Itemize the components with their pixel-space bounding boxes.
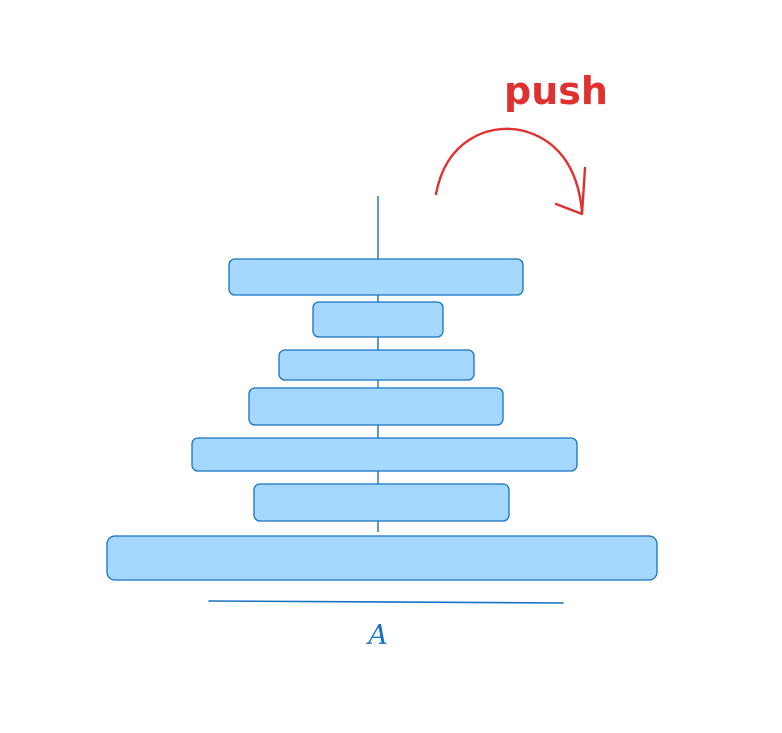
push-label: push — [504, 69, 608, 113]
peg-label: A — [365, 620, 388, 651]
disk-1 — [228, 258, 524, 296]
disk-6 — [253, 483, 510, 522]
peg-base-line — [208, 600, 564, 604]
disk-2 — [312, 301, 444, 338]
disk-stack — [106, 258, 658, 581]
disk-3 — [278, 349, 475, 381]
disk-7 — [106, 535, 658, 581]
disk-4 — [248, 387, 504, 426]
disk-5 — [191, 437, 578, 472]
curved-arrow-icon — [434, 127, 587, 216]
